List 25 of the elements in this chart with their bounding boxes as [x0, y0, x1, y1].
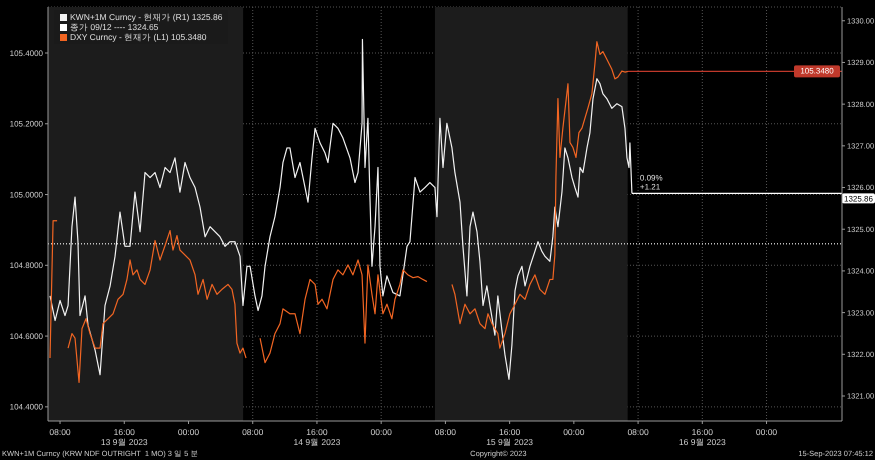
- legend-label: KWN+1M Curncy - 현재가 (R1) 1325.86: [70, 12, 222, 22]
- y-tick-label: 104.6000: [10, 332, 44, 341]
- legend-label: 종가 09/12 ---- 1324.65: [70, 22, 158, 32]
- x-tick-label: 00:00: [370, 427, 392, 437]
- ref-line-label: 105.3480: [800, 66, 834, 76]
- y-tick-label: 104.4000: [10, 402, 44, 412]
- x-tick-label: 00:00: [563, 427, 585, 437]
- y-tick-label: 105.2000: [10, 120, 44, 129]
- legend-label: DXY Curncy - 현재가 (L1) 105.3480: [70, 32, 206, 42]
- x-tick-label: 16:00 15 9월 2023: [486, 427, 534, 447]
- x-tick-label: 08:00: [627, 427, 649, 437]
- annotation: +1.21: [640, 182, 661, 192]
- x-tick-label: 08:00: [242, 427, 264, 437]
- x-tick-label: 16:00 13 9월 2023: [100, 427, 148, 447]
- x-tick-label: 16:00 14 9월 2023: [294, 427, 341, 447]
- annotation: 0.09%: [640, 173, 663, 182]
- y-tick-label: 105.0000: [10, 190, 44, 200]
- y-tick-label: 104.8000: [10, 261, 44, 270]
- x-tick-label: 08:00: [434, 427, 456, 437]
- ref-line-label: 1325.86: [844, 194, 874, 204]
- x-tick-label: 16:00 16 9월 2023: [678, 427, 726, 447]
- y-tick-label: 105.4000: [10, 48, 44, 58]
- x-tick-label: 00:00: [178, 427, 200, 437]
- x-tick-label: 00:00: [756, 427, 778, 437]
- x-tick-label: 08:00: [49, 427, 71, 437]
